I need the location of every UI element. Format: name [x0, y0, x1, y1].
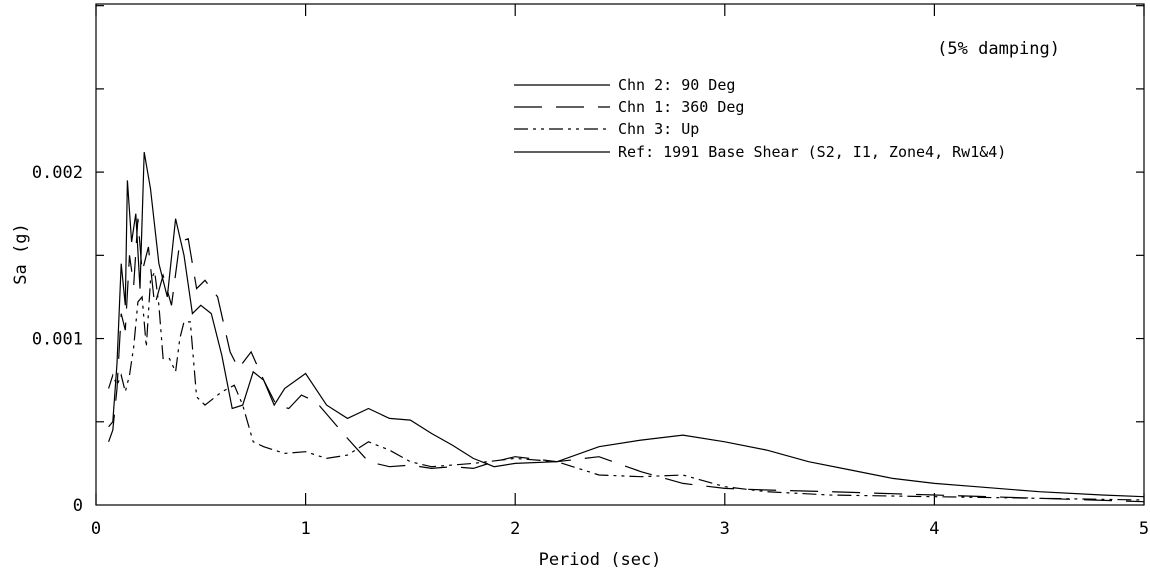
x-tick-label: 3	[720, 519, 730, 539]
x-tick-label: 4	[929, 519, 939, 539]
plot-frame	[95, 3, 1145, 506]
y-axis-label: Sa (g)	[11, 223, 31, 284]
x-tick-label: 2	[510, 519, 520, 539]
series-group	[108, 151, 1145, 503]
legend-label-chn3: Chn 3: Up	[618, 120, 699, 138]
x-tick-label: 1	[300, 519, 310, 539]
legend-label-chn1: Chn 1: 360 Deg	[618, 98, 744, 116]
damping-annotation: (5% damping)	[937, 39, 1060, 59]
y-tick-label: 0	[73, 496, 83, 516]
y-tick-label: 0.001	[32, 330, 83, 350]
series-line-1	[108, 218, 1145, 503]
x-axis-ticks: 0 1 2 3 4 5	[91, 4, 1149, 539]
legend-label-chn2: Chn 2: 90 Deg	[618, 76, 735, 94]
x-tick-label: 5	[1139, 519, 1149, 539]
series-line-0	[108, 151, 1145, 498]
legend: Chn 2: 90 Deg Chn 1: 360 Deg Chn 3: Up R…	[514, 76, 1006, 161]
x-axis-label: Period (sec)	[539, 550, 662, 570]
x-tick-label: 0	[91, 519, 101, 539]
y-tick-label: 0.002	[32, 163, 83, 183]
series-line-2	[108, 269, 1145, 501]
legend-label-ref: Ref: 1991 Base Shear (S2, I1, Zone4, Rw1…	[618, 143, 1006, 161]
y-axis-ticks: 0 0.001 0.002	[32, 5, 1144, 516]
